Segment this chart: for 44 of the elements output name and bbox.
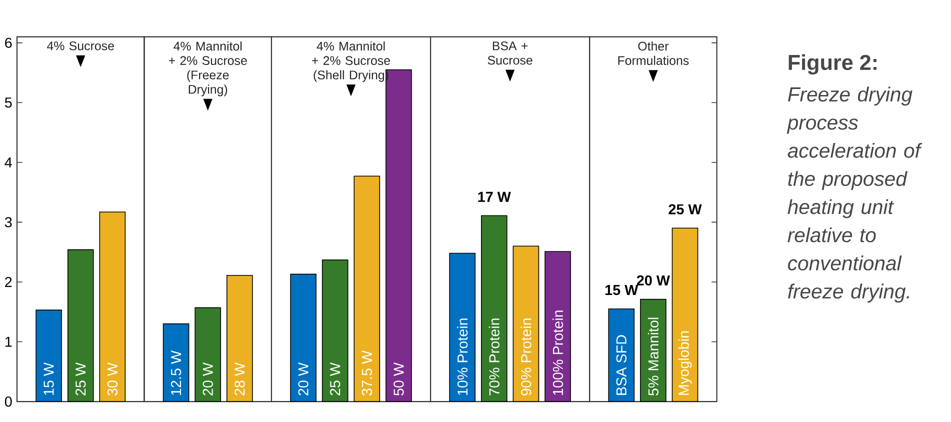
- x-tick-label: 25 W: [76, 362, 86, 396]
- x-tick-label: 37.5 W: [362, 350, 372, 396]
- x-tick-label: 10% Protein: [457, 318, 468, 395]
- bar: [322, 259, 348, 402]
- bar: [449, 252, 476, 402]
- x-tick-label: 100% Protein: [552, 310, 564, 395]
- y-tick-label: 5: [4, 98, 12, 108]
- text: Figure 2:: [788, 54, 876, 74]
- x-tick-label: 12.5 W: [170, 350, 182, 395]
- x-tick-label: 20 W: [298, 362, 308, 396]
- bar: [354, 176, 380, 402]
- text: Freeze drying process acceleration of the proposed heating unit relative to conventional freeze drying.: [786, 86, 922, 303]
- bar: [512, 246, 540, 402]
- bar: [67, 249, 94, 402]
- y-tick-label: 0: [4, 396, 12, 407]
- x-tick-label: 5% Mannitol: [648, 318, 658, 396]
- x-tick-label: 25 W: [330, 362, 340, 396]
- text: BSA + Sucrose: [488, 41, 532, 65]
- x-tick-label: 28 W: [234, 362, 245, 396]
- chart-title: 4% Sucrose: [47, 41, 114, 50]
- y-tick-label: 3: [4, 217, 12, 228]
- y-tick-label: 1: [5, 336, 12, 347]
- y-tick-label: 2: [5, 276, 12, 287]
- annotation: 17 W: [478, 192, 511, 202]
- text: Other Formulations: [618, 41, 689, 65]
- bar: [290, 274, 316, 402]
- x-tick-label: 20 W: [202, 362, 213, 396]
- x-tick-label: 50 W: [394, 362, 404, 396]
- annotation: 15 W: [605, 284, 638, 296]
- bar: [480, 215, 508, 402]
- text: 4% Mannitol + 2% Sucrose (Freeze Drying): [168, 41, 247, 96]
- x-tick-label: 15 W: [44, 362, 54, 395]
- x-tick-label: Myoglobin: [678, 331, 692, 395]
- y-tick-label: 6: [5, 38, 12, 48]
- x-tick-label: 90% Protein: [520, 318, 532, 396]
- x-tick-label: 70% Protein: [488, 318, 500, 396]
- x-tick-label: 30 W: [107, 362, 118, 396]
- annotation: 20 W: [636, 275, 670, 286]
- y-tick-label: 4: [4, 157, 12, 168]
- annotation: 25 W: [668, 204, 702, 214]
- bar: [36, 310, 62, 402]
- bar: [99, 212, 126, 402]
- x-tick-label: BSA SFD: [616, 335, 626, 395]
- bar: [544, 251, 571, 402]
